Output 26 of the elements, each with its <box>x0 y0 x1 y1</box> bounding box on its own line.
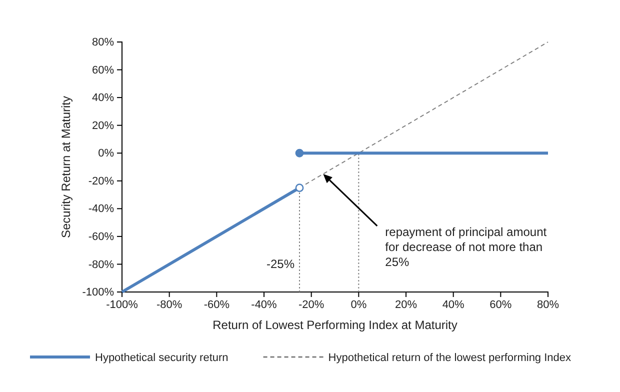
x-tick-label: 20% <box>394 298 418 311</box>
y-tick-label: -40% <box>88 203 114 216</box>
y-tick-label: -20% <box>88 175 114 188</box>
x-tick-label: -40% <box>251 298 278 311</box>
x-tick-label: 80% <box>536 298 560 311</box>
y-tick-label: 40% <box>92 92 114 104</box>
x-tick-label: -60% <box>204 298 230 311</box>
annotation: repayment of principal amount for decrease of not more than 25% <box>385 224 548 269</box>
y-tick-label: -80% <box>88 258 114 271</box>
y-tick-label: -60% <box>88 230 114 243</box>
y-tick-label: 60% <box>92 64 114 76</box>
x-tick-label: 60% <box>490 298 512 311</box>
x-tick-label: 0% <box>350 298 367 311</box>
x-tick-label: -20% <box>298 298 324 311</box>
x-tick-label: -80% <box>156 298 182 311</box>
y-tick-label: -100% <box>82 286 114 299</box>
x-axis-title: Return of Lowest Performing Index at Maturity <box>212 318 458 332</box>
legend-label: Hypothetical return of the lowest performing Index <box>328 352 572 364</box>
y-tick-label: 20% <box>92 120 114 132</box>
y-tick-label: 0% <box>98 148 114 160</box>
y-axis-title: Security Return at Maturity <box>59 96 73 238</box>
x-tick-label: 40% <box>442 298 465 311</box>
x-tick-label: -100% <box>106 298 138 311</box>
y-tick-label: 80% <box>92 36 114 49</box>
ref-line-label: -25% <box>266 257 295 272</box>
legend-label: Hypothetical security return <box>95 352 228 364</box>
